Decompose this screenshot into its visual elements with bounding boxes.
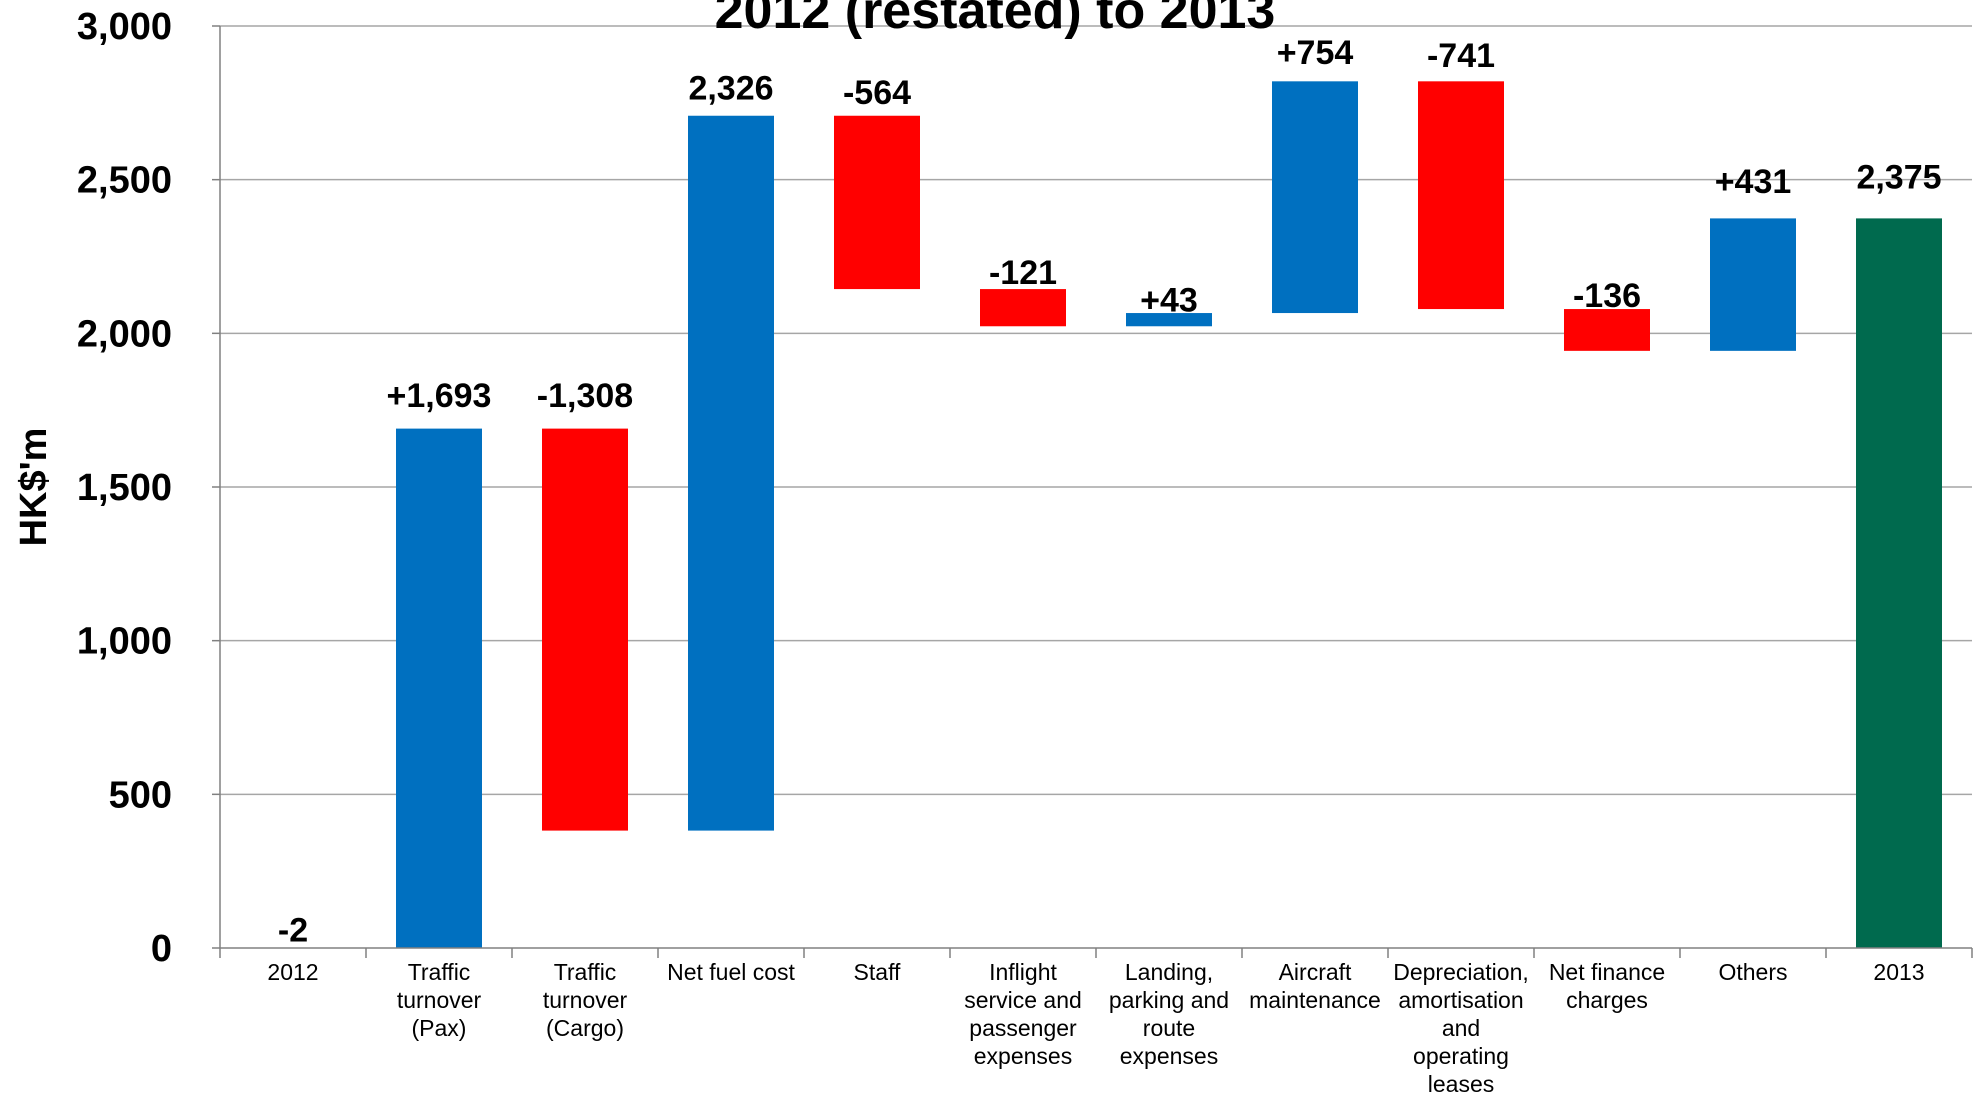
y-tick-label: 0 — [151, 928, 172, 970]
x-tick-label: Inflight service and passenger expenses — [964, 959, 1082, 1069]
data-label: 2,326 — [688, 69, 773, 107]
bars — [396, 81, 1942, 948]
x-tick-label: Aircraft maintenance — [1249, 959, 1381, 1013]
bar-8 — [1418, 81, 1504, 310]
axes: 0 500 1,000 1,500 2,000 2,500 3,000 2012 Traffic… — [77, 6, 1973, 1097]
data-label: +43 — [1140, 282, 1198, 320]
bar-9 — [1564, 309, 1650, 351]
bar-4 — [834, 115, 920, 290]
bar-7 — [1272, 81, 1358, 314]
bar-3 — [688, 115, 774, 831]
data-label: +1,693 — [387, 377, 492, 415]
x-tick-label: 2013 — [1873, 959, 1924, 985]
data-label: -1,308 — [537, 377, 633, 415]
bar-6 — [1126, 313, 1212, 327]
x-tick-label: Traffic turnover (Pax) — [397, 959, 482, 1041]
x-tick-label: Others — [1718, 959, 1787, 985]
x-tick-label: Depreciation, amortisation and operating lea… — [1393, 959, 1529, 1097]
x-tick-label: Staff — [854, 959, 901, 985]
x-tick-label: 2012 — [267, 959, 318, 985]
bar-5 — [980, 289, 1066, 327]
data-label: -136 — [1573, 277, 1641, 315]
y-tick-label: 1,500 — [77, 467, 172, 509]
data-label: +754 — [1277, 34, 1354, 72]
x-tick-label: Landing, parking and route expenses — [1109, 959, 1229, 1069]
x-tick-label: Traffic turnover (Cargo) — [543, 959, 628, 1041]
y-tick-label: 2,500 — [77, 160, 172, 202]
y-axis-label: HK$'m — [13, 428, 55, 547]
data-label: 2,375 — [1856, 159, 1941, 197]
x-tick-label: Net finance charges — [1549, 959, 1665, 1013]
chart-title: 2012 (restated) to 2013 — [715, 0, 1276, 40]
y-tick-label: 3,000 — [77, 6, 172, 48]
y-tick-label: 2,000 — [77, 313, 172, 355]
x-tick-label: Net fuel cost — [667, 959, 795, 985]
data-labels: -2 +1,693 -1,308 2,326 -564 -121 +43 +754 -741 -1… — [278, 34, 1942, 949]
data-label: +431 — [1715, 163, 1792, 201]
bar-10 — [1710, 218, 1796, 351]
bar-1 — [396, 428, 482, 948]
y-tick-label: 1,000 — [77, 621, 172, 663]
gridlines — [220, 25, 1972, 796]
y-tick-label: 500 — [109, 774, 172, 816]
data-label: -2 — [278, 912, 308, 950]
data-label: -564 — [843, 74, 911, 112]
bar-11 — [1856, 218, 1942, 948]
data-label: -121 — [989, 254, 1057, 292]
bar-2 — [542, 428, 628, 831]
data-label: -741 — [1427, 37, 1495, 75]
